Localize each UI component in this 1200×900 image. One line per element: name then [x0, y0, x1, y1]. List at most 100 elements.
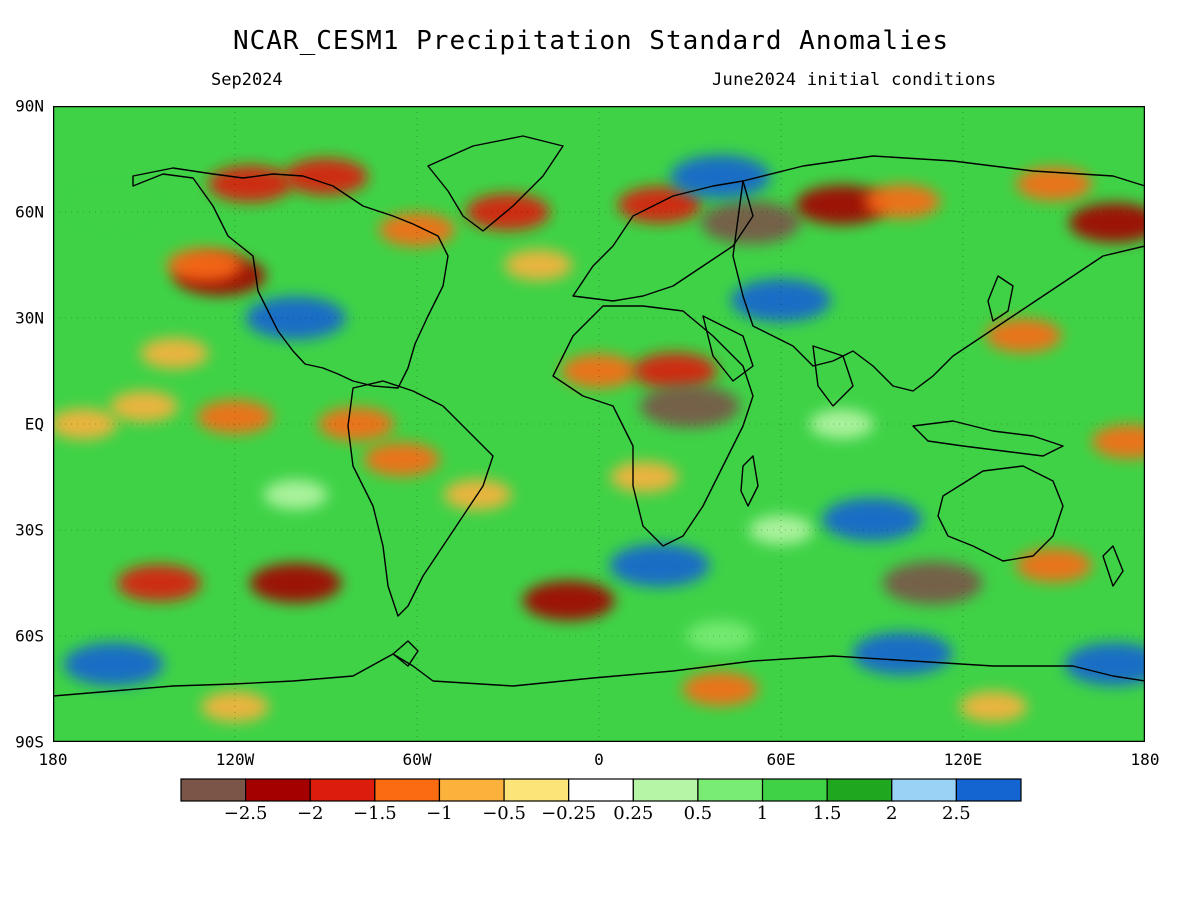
anomaly-region: [110, 390, 178, 422]
coastline-greenland: [427, 135, 564, 232]
colorbar-tick-label: −0.25: [541, 803, 597, 824]
colorbar-tick-label: −0.5: [482, 803, 526, 824]
longitude-label: 60W: [402, 750, 432, 769]
anomaly-region: [363, 442, 440, 477]
coastline-madagascar: [740, 455, 759, 507]
colorbar-swatch: [503, 778, 570, 802]
anomaly-region: [75, 187, 152, 222]
anomaly-region: [208, 165, 293, 203]
anomaly-region: [795, 184, 888, 225]
anomaly-region: [670, 155, 771, 199]
coastline-antarctic-peninsula: [392, 640, 419, 667]
anomaly-region: [640, 384, 740, 428]
colorbar-tick-label: −2.5: [223, 803, 268, 824]
anomaly-region: [822, 497, 922, 541]
latitude-label: 90N: [15, 96, 44, 116]
anomaly-region: [197, 399, 273, 434]
colorbar-swatch: [180, 778, 247, 802]
colorbar-tick-label: 1.5: [812, 803, 842, 824]
latitude-label: 30N: [15, 308, 44, 328]
colorbar-tick-label: 1: [756, 803, 769, 824]
colorbar-tick-label: −1: [426, 803, 453, 824]
coastline-north-america: [132, 167, 449, 389]
latitude-label: 60N: [15, 202, 44, 222]
map-canvas: [53, 106, 1145, 742]
anomaly-region: [117, 564, 202, 602]
anomaly-region: [882, 561, 983, 605]
anomaly-region: [140, 337, 209, 369]
colorbar-swatch: [568, 778, 634, 802]
anomaly-region: [53, 408, 118, 440]
valid-month-label: Sep2024: [211, 70, 283, 90]
anomaly-region: [263, 479, 328, 510]
longitude-label: 0: [594, 750, 604, 769]
colorbar-swatch: [374, 778, 441, 802]
longitude-label: 180: [1130, 750, 1160, 769]
anomaly-region: [466, 193, 550, 231]
colorbar-swatch: [697, 778, 764, 802]
colorbar-tick-label: 0.25: [613, 803, 654, 824]
colorbar-swatch: [955, 778, 1022, 802]
anomaly-region: [249, 563, 342, 603]
anomaly-region: [609, 543, 710, 587]
longitude-label: 120E: [943, 750, 983, 769]
graticule: [53, 106, 1145, 742]
coastline-europe: [572, 180, 754, 302]
anomaly-region: [522, 580, 615, 621]
anomaly-region: [1064, 642, 1145, 686]
coastline-africa: [552, 305, 754, 547]
anomaly-region: [245, 296, 346, 340]
longitude-label: 60E: [766, 750, 796, 769]
anomaly-region: [864, 184, 941, 219]
anomaly-region: [617, 186, 702, 224]
anomaly-region: [284, 158, 368, 196]
coastline-australia: [937, 465, 1064, 562]
coastline-antarctica: [53, 653, 1145, 697]
coastline-south-america: [347, 380, 494, 617]
anomaly-region: [1091, 424, 1145, 459]
anomaly-region: [959, 691, 1028, 723]
latitude-label: 30S: [15, 520, 44, 540]
coastline-new-zealand: [1102, 545, 1124, 587]
map-title: NCAR_CESM1 Precipitation Standard Anomal…: [232, 26, 950, 56]
precipitation-anomaly-map: [53, 106, 1145, 742]
coastline-arabia-india: [702, 315, 854, 407]
anomaly-region: [852, 632, 953, 676]
anomaly-region: [682, 672, 759, 706]
anomaly-region: [318, 407, 395, 441]
colorbar-swatch: [309, 778, 376, 802]
colorbar-tick-label: 0.5: [683, 803, 713, 824]
colorbar-swatch: [826, 778, 893, 802]
anomaly-region: [1068, 202, 1145, 243]
coastline-japan: [987, 275, 1014, 322]
colorbar-tick-label: 2: [886, 803, 898, 824]
longitude-label: 180: [38, 750, 68, 769]
anomaly-region: [166, 248, 243, 282]
latitude-label: 60S: [15, 626, 44, 646]
colorbar-swatch: [891, 778, 957, 802]
colorbar-swatch: [438, 778, 505, 802]
anomaly-region: [809, 409, 874, 439]
anomaly-region: [63, 642, 164, 686]
anomaly-region: [1016, 166, 1092, 201]
colorbar-swatch: [632, 778, 699, 802]
coastlines: [53, 135, 1145, 697]
anomaly-region: [379, 212, 455, 247]
anomaly-region: [561, 354, 637, 388]
anomaly-region: [632, 352, 717, 390]
colorbar-tick-label: −2: [296, 803, 324, 824]
anomaly-region: [731, 278, 831, 322]
map-border: [53, 106, 1145, 742]
latitude-label: 90S: [15, 732, 44, 752]
anomaly-region: [1016, 548, 1092, 583]
colorbar-swatches: [180, 778, 1022, 802]
colorbar-swatch: [761, 778, 828, 802]
anomaly-region: [686, 620, 755, 652]
longitude-label: 120W: [215, 750, 255, 769]
anomaly-region: [749, 515, 813, 545]
anomaly-region: [610, 461, 679, 493]
colorbar-tick-label: 2.5: [942, 803, 971, 824]
anomaly-region: [504, 249, 573, 281]
colorbar-tick-label: −1.5: [352, 803, 397, 824]
anomaly-region: [985, 318, 1062, 353]
